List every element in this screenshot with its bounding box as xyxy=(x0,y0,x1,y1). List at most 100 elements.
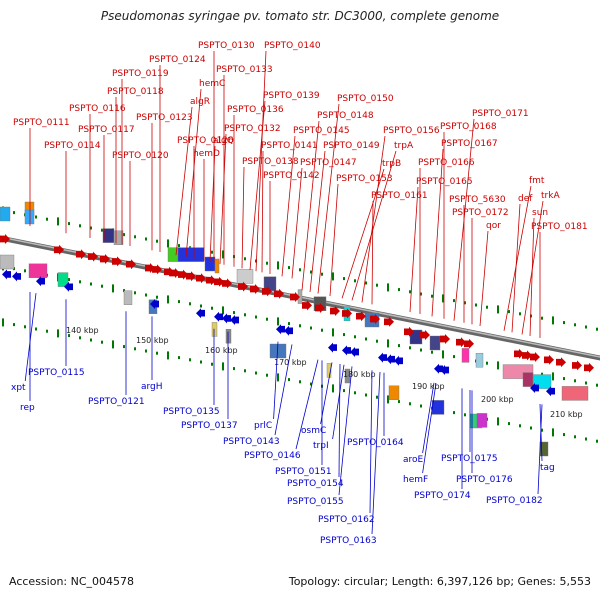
major-tick xyxy=(497,417,499,426)
forward-gene-arrow xyxy=(302,300,312,311)
top-gene-label: PSPTO_0145 xyxy=(293,126,350,136)
major-tick xyxy=(387,395,389,404)
minor-tick xyxy=(134,347,136,351)
top-gene-label: PSPTO_0156 xyxy=(383,126,440,136)
forward-gene-arrow xyxy=(222,278,232,289)
reverse-gene-arrow xyxy=(64,281,73,292)
minor-tick xyxy=(79,224,81,228)
feature-block xyxy=(0,206,11,222)
top-gene-label: trkA xyxy=(541,191,560,201)
scale-label: 210 kbp xyxy=(550,410,583,419)
minor-tick xyxy=(409,346,411,350)
minor-tick xyxy=(79,280,81,284)
minor-tick xyxy=(376,339,378,343)
forward-gene-arrow xyxy=(420,330,430,340)
bottom-gene-label: PSPTO_0115 xyxy=(28,368,85,378)
minor-tick xyxy=(189,358,191,362)
minor-tick xyxy=(288,378,290,382)
top-gene-label: PSPTO_0139 xyxy=(263,91,320,101)
reverse-gene-arrow xyxy=(386,354,395,365)
reverse-gene-arrow xyxy=(546,386,555,397)
gene-arrows xyxy=(0,234,594,397)
minor-tick xyxy=(123,233,125,237)
reverse-gene-arrow xyxy=(530,383,539,393)
top-gene-label: trpA xyxy=(394,141,414,151)
major-tick xyxy=(332,328,334,337)
forward-gene-arrow xyxy=(290,292,300,302)
feature-block xyxy=(429,335,441,351)
forward-gene-arrow xyxy=(330,306,340,316)
minor-tick xyxy=(101,340,103,344)
minor-tick xyxy=(585,381,587,385)
topology-label: Topology: circular; Length: 6,397,126 bp… xyxy=(288,575,591,588)
top-gene-label: PSPTO_0124 xyxy=(149,55,206,65)
minor-tick xyxy=(420,292,422,296)
reverse-gene-arrow xyxy=(222,313,231,324)
top-gene-label: PSPTO_0167 xyxy=(441,139,498,149)
bottom-gene-label: osmC xyxy=(301,426,326,436)
bottom-gene-label: PSPTO_0137 xyxy=(181,421,238,431)
minor-tick xyxy=(585,325,587,329)
top-gene-label: PSPTO_0118 xyxy=(107,87,164,97)
minor-tick xyxy=(211,250,213,254)
minor-tick xyxy=(13,323,15,327)
leader-line xyxy=(332,364,345,440)
minor-tick xyxy=(420,348,422,352)
top-gene-label: PSPTO_0123 xyxy=(136,113,193,123)
bottom-labels: xpt rep PSPTO_0115 PSPTO_0121 argH PSPTO_0135… xyxy=(11,368,555,546)
feature-block xyxy=(225,329,232,344)
top-gene-label: PSPTO_0130 xyxy=(198,41,255,51)
reverse-gene-arrow xyxy=(284,325,293,336)
feature-block xyxy=(388,385,400,400)
forward-gene-arrow xyxy=(356,311,366,322)
leader-line xyxy=(185,88,202,258)
leader-line xyxy=(175,106,193,256)
minor-tick xyxy=(585,437,587,441)
bottom-label-lines xyxy=(24,292,543,535)
minor-tick xyxy=(398,400,400,404)
leader-line xyxy=(371,371,381,535)
scale-label: 190 kbp xyxy=(412,382,445,391)
leader-line xyxy=(255,50,267,272)
minor-tick xyxy=(68,222,70,226)
forward-gene-arrow xyxy=(404,326,414,337)
reverse-gene-arrow xyxy=(394,355,403,366)
major-tick xyxy=(277,373,279,382)
minor-tick xyxy=(508,422,510,426)
minor-tick xyxy=(244,313,246,317)
leader-line xyxy=(317,103,340,294)
minor-tick xyxy=(255,371,257,375)
major-tick xyxy=(442,294,444,303)
major-tick xyxy=(222,306,224,315)
forward-gene-arrow xyxy=(126,259,136,270)
leader-line xyxy=(320,362,333,425)
minor-tick xyxy=(90,282,92,286)
bottom-gene-label: PSPTO_0121 xyxy=(88,397,145,407)
minor-tick xyxy=(35,215,37,219)
top-gene-label: algQ xyxy=(213,136,234,146)
reverse-gene-arrow xyxy=(36,276,45,287)
top-gene-label: PSPTO_0149 xyxy=(323,141,380,151)
forward-gene-arrow xyxy=(250,284,260,294)
leader-line xyxy=(539,403,543,462)
forward-gene-arrow xyxy=(342,308,352,319)
feature-block xyxy=(177,247,205,262)
bottom-gene-label: PSPTO_0176 xyxy=(456,475,513,485)
leader-line xyxy=(422,383,437,474)
minor-tick xyxy=(145,349,147,353)
minor-tick xyxy=(343,389,345,393)
minor-tick xyxy=(145,293,147,297)
top-gene-label: PSPTO_0126 xyxy=(177,136,234,146)
minor-tick xyxy=(156,239,158,243)
leader-line xyxy=(361,135,386,303)
forward-gene-arrow xyxy=(196,273,206,284)
minor-tick xyxy=(134,235,136,239)
feature-block xyxy=(57,272,69,287)
forward-gene-arrow xyxy=(440,334,450,344)
minor-tick xyxy=(13,211,15,215)
bottom-gene-label: PSPTO_0174 xyxy=(414,491,471,501)
major-tick xyxy=(277,317,279,326)
reverse-gene-arrow xyxy=(12,271,21,282)
reverse-gene-arrow xyxy=(230,315,239,325)
